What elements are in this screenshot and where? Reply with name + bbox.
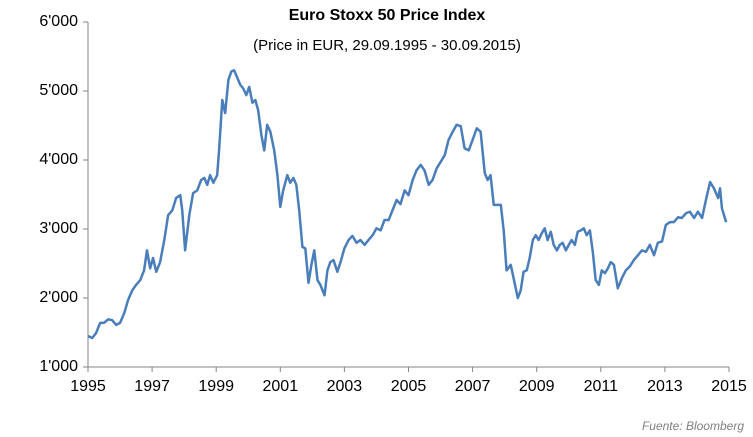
y-tick-label: 4'000	[39, 151, 78, 168]
x-tick-label: 2001	[263, 378, 299, 395]
x-tick-label: 2007	[455, 378, 491, 395]
price-line	[87, 69, 728, 340]
x-tick-label: 2005	[391, 378, 427, 395]
y-tick-label: 1'000	[39, 358, 78, 375]
x-tick-label: 2015	[711, 378, 747, 395]
x-tick-label: 2011	[584, 378, 619, 395]
x-tick-label: 1995	[70, 378, 106, 395]
chart-subtitle: (Price in EUR, 29.09.1995 - 30.09.2015)	[253, 37, 521, 54]
x-tick-label: 1997	[134, 378, 170, 395]
y-tick-label: 3'000	[39, 220, 78, 237]
x-tick-label: 1999	[198, 378, 234, 395]
y-tick-label: 6'000	[39, 13, 78, 30]
x-tick-label: 2009	[519, 378, 555, 395]
y-tick-label: 2'000	[39, 289, 78, 306]
chart-title: Euro Stoxx 50 Price Index	[289, 7, 486, 24]
x-tick-label: 2003	[327, 378, 363, 395]
source-note: Fuente: Bloomberg	[642, 419, 744, 433]
x-tick-label: 2013	[647, 378, 683, 395]
y-tick-label: 5'000	[39, 82, 78, 99]
